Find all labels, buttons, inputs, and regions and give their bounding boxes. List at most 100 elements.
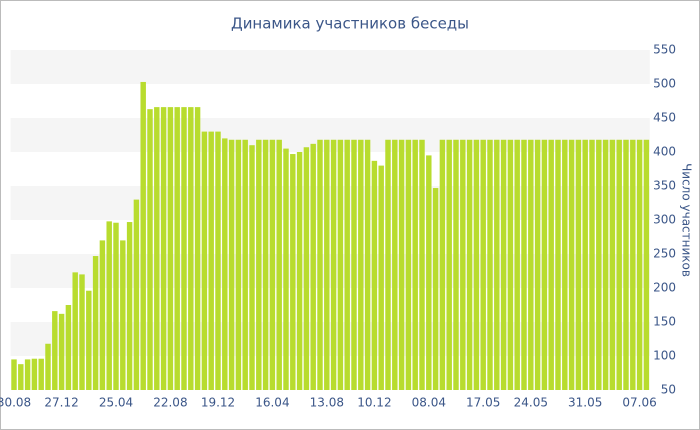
y-tick-label: 100 bbox=[653, 349, 676, 363]
bar bbox=[330, 139, 337, 390]
bar bbox=[555, 139, 561, 390]
chart-title: Динамика участников беседы bbox=[231, 15, 469, 33]
bar bbox=[113, 222, 119, 390]
bar bbox=[344, 139, 350, 390]
bar bbox=[38, 358, 44, 390]
bar bbox=[609, 139, 616, 390]
bar bbox=[256, 139, 262, 390]
bar bbox=[72, 272, 78, 390]
bar bbox=[106, 221, 112, 390]
bar bbox=[310, 143, 316, 390]
x-tick-label: 07.06 bbox=[622, 396, 656, 410]
bar bbox=[582, 139, 588, 390]
bar bbox=[364, 139, 371, 390]
bar bbox=[432, 188, 439, 390]
bar bbox=[188, 107, 194, 391]
bar bbox=[222, 138, 228, 390]
bar bbox=[208, 131, 214, 390]
bar bbox=[133, 199, 140, 390]
bar bbox=[262, 139, 269, 390]
bar bbox=[453, 139, 459, 390]
bar bbox=[412, 139, 418, 390]
bar bbox=[201, 131, 208, 390]
bar bbox=[494, 139, 500, 390]
x-tick-label: 22.08 bbox=[153, 396, 187, 410]
bar bbox=[181, 107, 187, 391]
bar bbox=[24, 359, 31, 390]
bar bbox=[562, 139, 568, 390]
bar bbox=[303, 147, 310, 390]
bar bbox=[154, 107, 160, 391]
bar bbox=[371, 160, 378, 390]
bar bbox=[623, 139, 629, 390]
bar bbox=[11, 359, 17, 390]
bar bbox=[528, 139, 534, 390]
bar bbox=[228, 139, 235, 390]
bar bbox=[385, 139, 391, 390]
bar bbox=[426, 155, 432, 390]
bar bbox=[65, 305, 72, 390]
bar bbox=[249, 145, 255, 390]
x-tick-label: 24.05 bbox=[514, 396, 548, 410]
y-tick-label: 200 bbox=[653, 281, 676, 295]
bar bbox=[419, 139, 425, 390]
x-tick-label: 13.08 bbox=[310, 396, 344, 410]
bar bbox=[534, 139, 541, 390]
bar bbox=[568, 139, 575, 390]
bar bbox=[446, 139, 452, 390]
y-tick-label: 150 bbox=[653, 315, 676, 329]
x-tick-label: 27.12 bbox=[44, 396, 78, 410]
grid-band bbox=[10, 50, 650, 84]
bar bbox=[351, 139, 357, 390]
bar bbox=[473, 139, 480, 390]
bar bbox=[405, 139, 412, 390]
bar bbox=[392, 139, 398, 390]
y-tick-label: 350 bbox=[653, 179, 676, 193]
bar bbox=[643, 139, 650, 390]
bar bbox=[290, 154, 296, 390]
bar bbox=[487, 139, 493, 390]
bar bbox=[86, 290, 92, 390]
bar bbox=[45, 343, 51, 390]
x-tick-label: 16.04 bbox=[255, 396, 289, 410]
bar bbox=[194, 107, 201, 391]
bar bbox=[92, 256, 99, 390]
bar bbox=[480, 139, 486, 390]
bar bbox=[378, 165, 384, 390]
bar bbox=[283, 148, 289, 390]
bar bbox=[358, 139, 364, 390]
x-tick-label: 17.05 bbox=[466, 396, 500, 410]
bar bbox=[602, 139, 609, 390]
y-tick-label: 450 bbox=[653, 111, 676, 125]
bar bbox=[147, 109, 153, 390]
bar bbox=[337, 139, 344, 390]
bar bbox=[398, 139, 405, 390]
bar bbox=[58, 313, 65, 390]
bar bbox=[31, 358, 38, 390]
bar bbox=[596, 139, 602, 390]
bar bbox=[466, 139, 473, 390]
bar bbox=[99, 240, 106, 390]
y-axis-label: Число участников bbox=[680, 163, 694, 277]
y-tick-label: 500 bbox=[653, 77, 676, 91]
bar bbox=[636, 139, 643, 390]
bar bbox=[324, 139, 330, 390]
bar bbox=[174, 107, 180, 391]
bar bbox=[215, 131, 221, 390]
bar bbox=[79, 274, 85, 390]
bar bbox=[575, 139, 582, 390]
bar bbox=[126, 222, 133, 390]
x-tick-label: 31.05 bbox=[568, 396, 602, 410]
bar bbox=[18, 364, 24, 390]
bar bbox=[500, 139, 507, 390]
y-tick-label: 300 bbox=[653, 213, 676, 227]
bar bbox=[140, 81, 146, 391]
bar bbox=[541, 139, 548, 390]
x-tick-label: 25.04 bbox=[99, 396, 133, 410]
bar bbox=[52, 311, 58, 390]
y-tick-label: 50 bbox=[661, 383, 676, 397]
bar bbox=[296, 152, 303, 390]
bar bbox=[460, 139, 466, 390]
bar bbox=[589, 139, 595, 390]
x-tick-label: 10.12 bbox=[357, 396, 391, 410]
